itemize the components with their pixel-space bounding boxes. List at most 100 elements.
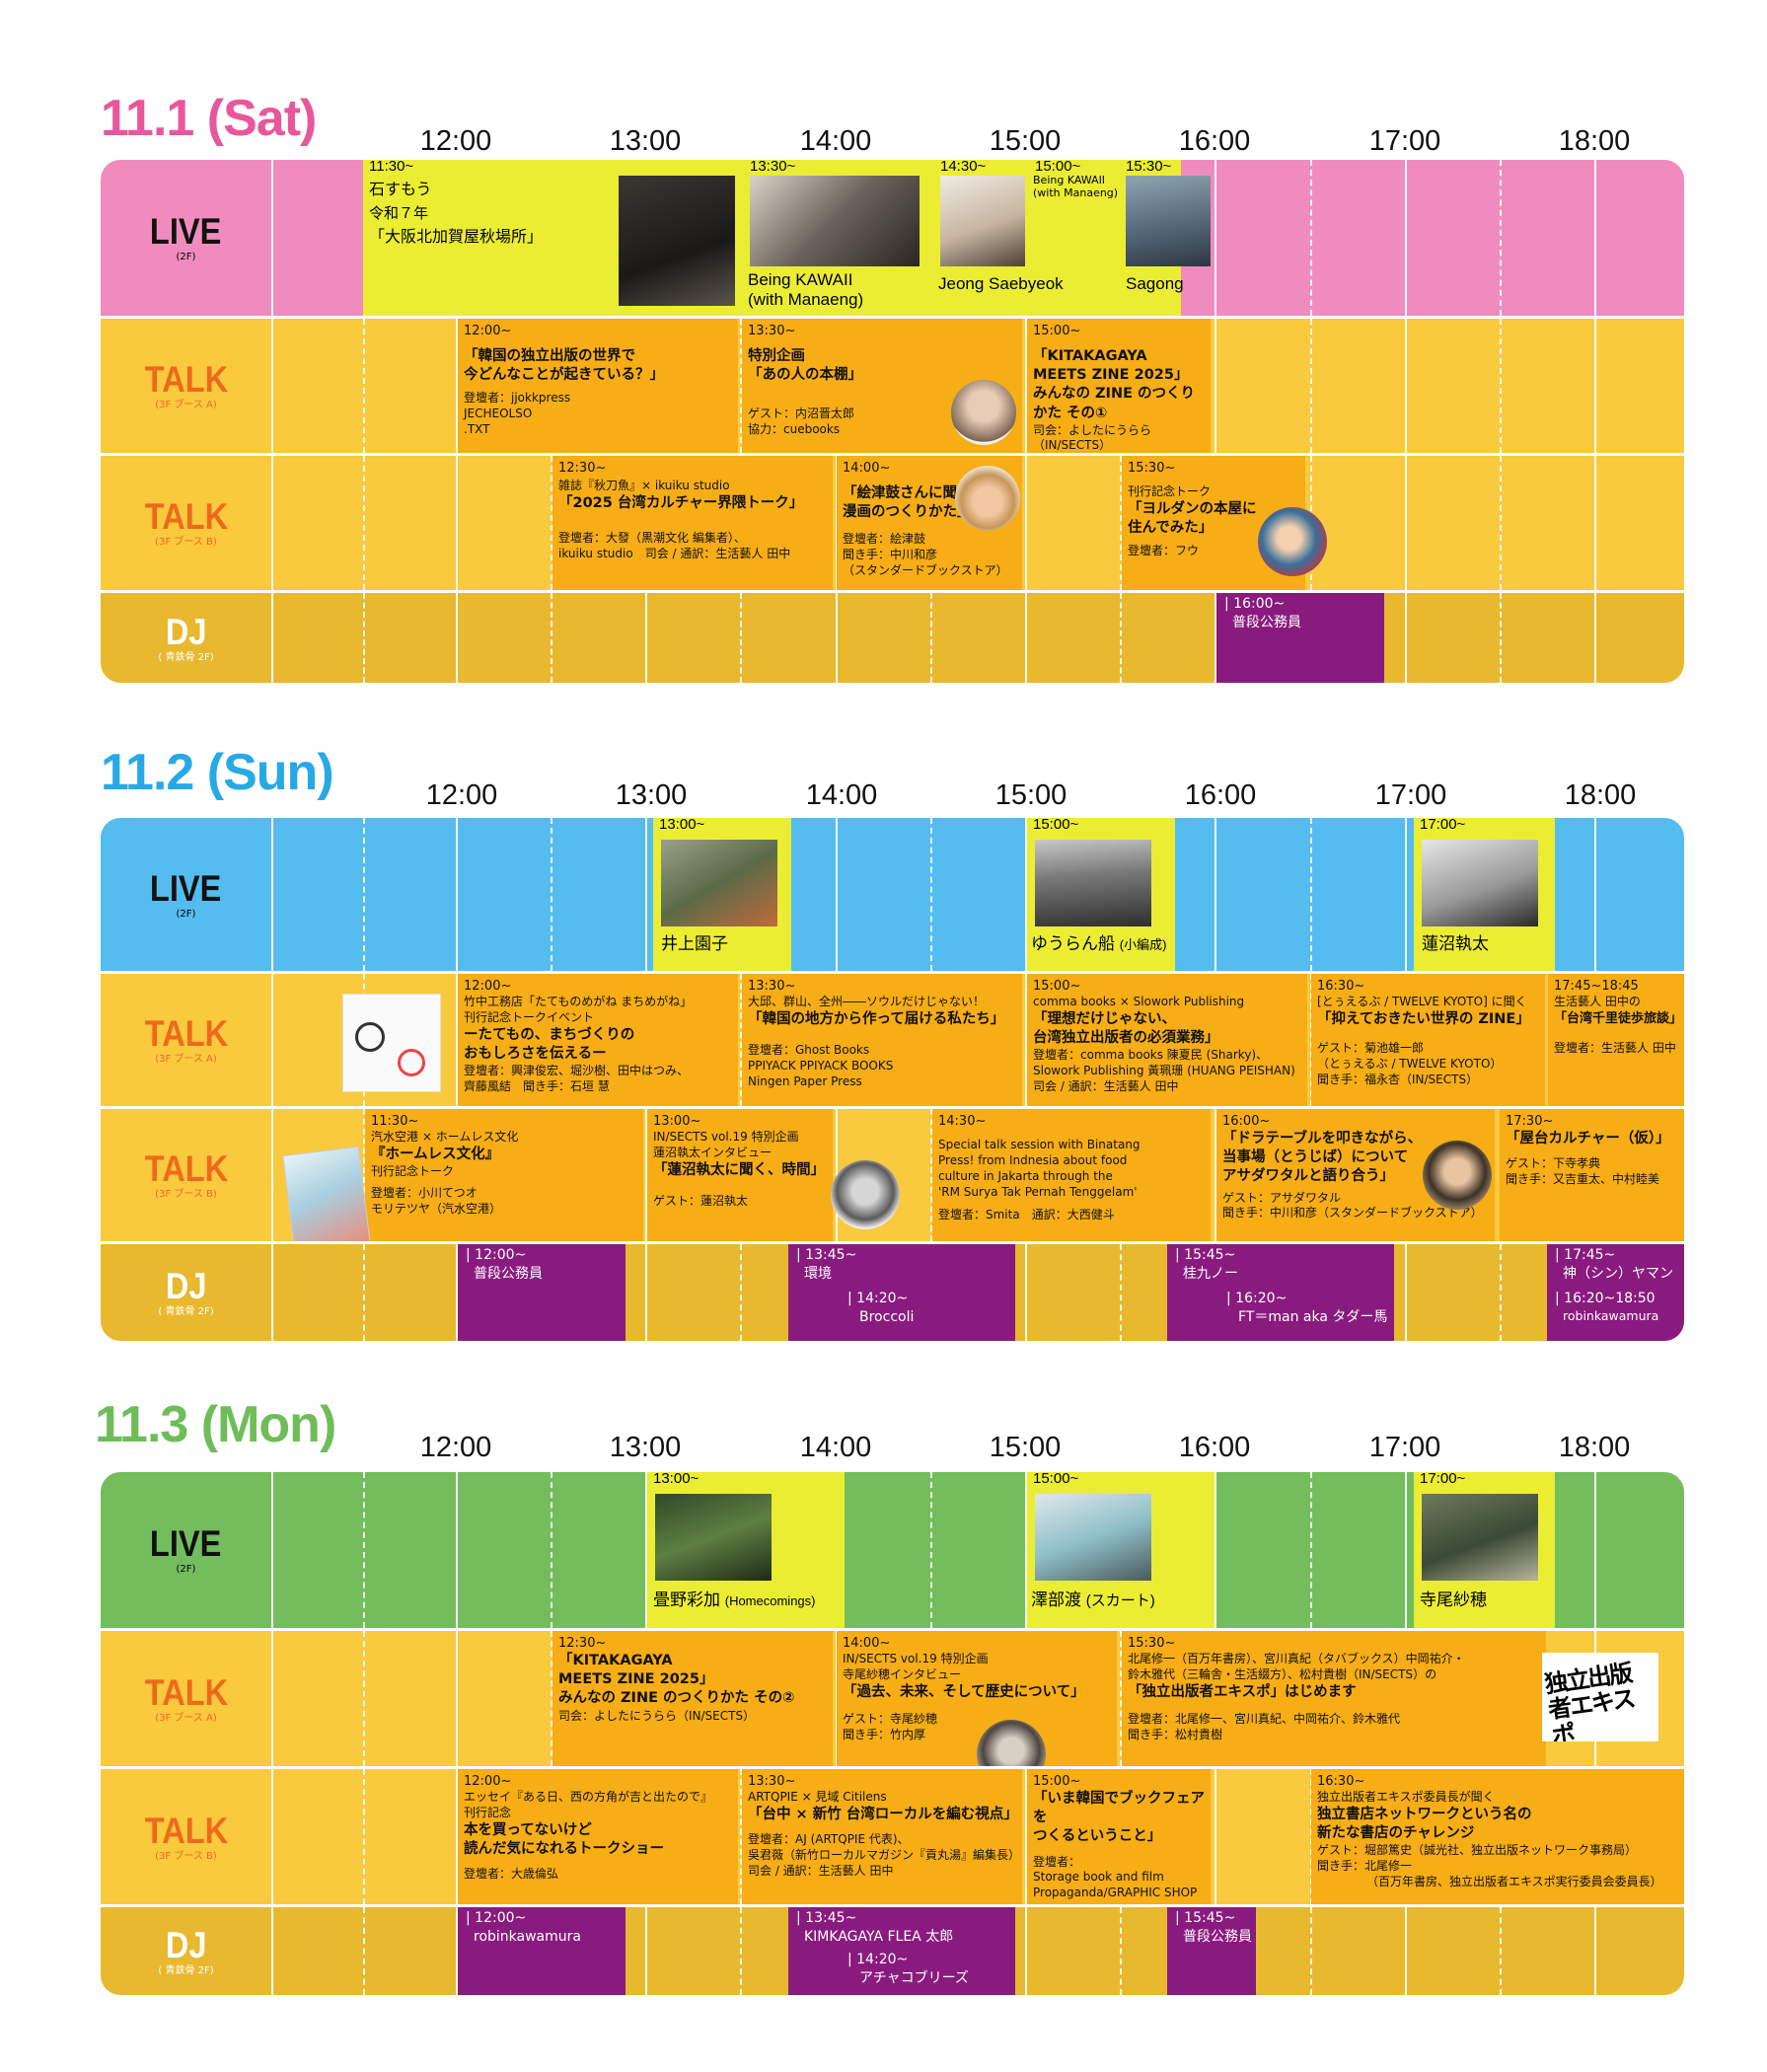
row-label-dj: DJ( 青鉄骨 2F)	[158, 611, 214, 663]
row-label-dj: DJ( 青鉄骨 2F)	[158, 1924, 214, 1976]
row-label-live: LIVE (2F)	[150, 211, 222, 262]
row-label-dj: DJ( 青鉄骨 2F)	[158, 1266, 214, 1317]
day-1-schedule: 11.1 (Sat) 12:00 13:00 14:00 15:00 16:00…	[0, 93, 1767, 744]
row-label-live: LIVE (2F)	[150, 1523, 222, 1575]
hour-label: 14:00	[799, 1432, 872, 1463]
talk-event: 11:30~ 汽水空港 × ホームレス文化 『ホームレス文化』 刊行記念トーク 登壇…	[365, 1109, 643, 1241]
hour-label: 16:00	[1178, 1432, 1251, 1463]
hour-label: 14:00	[799, 125, 872, 157]
talk-event: 12:00~ エッセイ『ある日、西の方角が吉と出たので』 刊行記念 本を買ってないけ…	[458, 1769, 738, 1904]
live-event: 17:00~ 蓮沼執太	[1414, 818, 1555, 971]
dj-row: DJ( 青鉄骨 2F) | 12:00~ 普段公務員 | 13:45~ 環境 | 1…	[101, 1244, 1684, 1341]
row-label-talk-b: TALK (3F ブース B)	[144, 1148, 228, 1200]
live-row: LIVE (2F) 13:00~ 井上園子 15:00~ ゆうらん船 (小編成) …	[101, 818, 1684, 971]
hour-label: 12:00	[419, 1432, 492, 1463]
hour-label: 16:00	[1178, 125, 1251, 157]
expo-logo: 独立出版者エキスポ	[1542, 1653, 1658, 1741]
hour-label: 17:00	[1368, 1432, 1441, 1463]
hour-label: 18:00	[1558, 1432, 1631, 1463]
artist-photo	[1422, 1494, 1538, 1581]
live-row: LIVE (2F) 11:30~ 石すもう 令和７年 「大阪北加賀屋秋場所」 13…	[101, 160, 1684, 316]
hour-label: 13:00	[609, 1432, 682, 1463]
live-event: 13:00~ 井上園子	[653, 818, 791, 971]
talk-event: 16:30~ 独立出版者エキスポ委員長が聞く 独立書店ネットワークという名の 新たな…	[1311, 1769, 1684, 1904]
book-cover	[342, 994, 441, 1092]
talk-event: 15:00~ 「KITAKAGAYA MEETS ZINE 2025」 みんなの Z…	[1027, 319, 1211, 453]
row-label-talk-b: TALK (3F ブース B)	[144, 1810, 228, 1862]
talk-event: 14:00~ 「絵津鼓さんに聞く 漫画のつくりかた」 登壇者：絵津鼓 聞き手：中川和…	[837, 456, 1022, 590]
artist-photo	[655, 1494, 772, 1581]
row-label-talk-a: TALK (3F ブース A)	[144, 1013, 228, 1065]
live-event: 11:30~ 石すもう 令和７年 「大阪北加賀屋秋場所」	[363, 160, 738, 316]
talk-event: 12:00~ 竹中工務店「たてものめがね まちめがね」 刊行記念トークイベント ーた…	[458, 974, 738, 1106]
hour-label: 13:00	[615, 779, 688, 811]
talk-event: 12:30~ 「KITAKAGAYA MEETS ZINE 2025」 みんなの Z…	[552, 1631, 833, 1766]
talk-event: 15:00~ comma books × Slowork Publishing 「…	[1027, 974, 1307, 1106]
live-event: 17:00~ 寺尾紗穂	[1414, 1472, 1555, 1628]
talk-b-row: TALK (3F ブース B) 11:30~ 汽水空港 × ホームレス文化 『ホーム…	[101, 1109, 1684, 1241]
row-label-talk-b: TALK (3F ブース B)	[144, 496, 228, 548]
day-title: 11.1 (Sat)	[101, 90, 317, 147]
band-photo	[750, 176, 920, 266]
hour-label: 18:00	[1558, 125, 1631, 157]
dj-slot: | 15:45~ 桂九ノー | 16:20~ FT＝man aka タダー馬	[1167, 1244, 1394, 1341]
live-event: 15:00~ 澤部渡 (スカート)	[1027, 1472, 1215, 1628]
dj-slot: | 15:45~ 普段公務員	[1167, 1907, 1256, 1995]
artist-photo	[1035, 1494, 1151, 1581]
day-2-schedule: 11.2 (Sun) 12:00 13:00 14:00 15:00 16:00…	[0, 747, 1767, 1398]
talk-event: 15:30~ 北尾修一（百万年書房）、宮川真紀（タバブックス）中岡祐介・ 鈴木雅代…	[1122, 1631, 1546, 1766]
hour-label: 15:00	[989, 125, 1062, 157]
hour-label: 15:00	[989, 1432, 1062, 1463]
sumo-photo	[619, 176, 735, 306]
dj-slot: | 13:45~ KIMKAGAYA FLEA 太郎 | 14:20~ アチャコブリ…	[788, 1907, 1015, 1995]
talk-event: 17:45~18:45 生活藝人 田中の 「台湾千里徒歩旅談」 登壇者：生活藝人 …	[1548, 974, 1684, 1106]
artist-photo	[661, 840, 777, 926]
talk-event: 14:00~ IN/SECTS vol.19 特別企画 寺尾紗穂インタビュー 「過去…	[837, 1631, 1117, 1766]
talk-event: 12:00~ 「韓国の独立出版の世界で 今どんなことが起きている？」 登壇者：jj…	[458, 319, 738, 453]
timetable-grid: LIVE (2F) 13:00~ 井上園子 15:00~ ゆうらん船 (小編成) …	[101, 818, 1684, 1341]
guest-portrait	[831, 1160, 900, 1229]
hour-label: 13:00	[609, 125, 682, 157]
talk-event: 15:00~ 「いま韓国でブックフェアを つくるということ」 登壇者： Storag…	[1027, 1769, 1211, 1904]
talk-a-row: TALK (3F ブース A) 12:00~ 「韓国の独立出版の世界で 今どんなこと…	[101, 319, 1684, 453]
live-event: 13:30~ Being KAWAII (with Manaeng)	[744, 160, 931, 316]
talk-event: 13:30~ 大邱、群山、全州――ソウルだけじゃない！ 「韓国の地方から作って届け…	[742, 974, 1022, 1106]
dj-row: DJ( 青鉄骨 2F) | 12:00~ robinkawamura | 13:4…	[101, 1907, 1684, 1995]
day-title: 11.2 (Sun)	[101, 744, 334, 801]
hour-label: 16:00	[1184, 779, 1257, 811]
talk-event: 12:30~ 雑誌『秋刀魚』× ikuiku studio 「2025 台湾カルチ…	[552, 456, 833, 590]
timetable-grid: LIVE (2F) 13:00~ 畳野彩加 (Homecomings) 15:00…	[101, 1472, 1684, 1995]
talk-event: 17:30~ 「屋台カルチャー（仮）」 ゲスト：下寺孝典 聞き手：又吉重太、中村睦…	[1500, 1109, 1684, 1241]
talk-b-row: TALK (3F ブース B) 12:00~ エッセイ『ある日、西の方角が吉と出た…	[101, 1769, 1684, 1904]
talk-event: 16:30~ [とぅえるぶ / TWELVE KYOTO] に聞く 「抑えておきた…	[1311, 974, 1545, 1106]
row-label-live: LIVE (2F)	[150, 867, 222, 920]
book-cover	[282, 1146, 371, 1241]
dj-slot: | 12:00~ robinkawamura	[458, 1907, 626, 1995]
day-title: 11.3 (Mon)	[95, 1396, 336, 1453]
talk-event: 14:30~ Special talk session with Binatan…	[932, 1109, 1211, 1241]
talk-event: 13:30~ 特別企画 「あの人の本棚」 ゲスト：内沼晋太郎 協力：cuebooks	[742, 319, 1022, 453]
hour-label: 17:00	[1368, 125, 1441, 157]
dj-slot: | 12:00~ 普段公務員	[458, 1244, 626, 1341]
hour-label: 12:00	[419, 125, 492, 157]
day-3-schedule: 11.3 (Mon) 12:00 13:00 14:00 15:00 16:00…	[0, 1399, 1767, 2050]
talk-a-row: TALK (3F ブース A) 12:00~ 竹中工務店「たてものめがね まちめが…	[101, 974, 1684, 1106]
timetable-grid: LIVE (2F) 11:30~ 石すもう 令和７年 「大阪北加賀屋秋場所」 13…	[101, 160, 1684, 683]
live-event: 15:00~ Being KAWAII (with Manaeng)	[1033, 160, 1119, 199]
live-event: 15:30~ Sagong	[1120, 160, 1218, 316]
artist-photo	[1126, 176, 1211, 266]
hour-label: 12:00	[425, 779, 498, 811]
dj-row: DJ( 青鉄骨 2F) | 16:00~ 普段公務員	[101, 593, 1684, 683]
dj-slot: | 13:45~ 環境 | 14:20~ Broccoli	[788, 1244, 1015, 1341]
artist-photo	[940, 176, 1025, 266]
talk-event: 13:00~ IN/SECTS vol.19 特別企画 蓮沼執太インタビュー 「蓮沼…	[647, 1109, 833, 1241]
dj-slot: | 17:45~ 神（シン）ヤマン | 16:20~18:50 robinkawam…	[1547, 1244, 1684, 1341]
guest-portrait	[1423, 1141, 1492, 1210]
talk-event: 13:30~ ARTQPIE × 見域 Citilens 「台中 × 新竹 台湾ロ…	[742, 1769, 1022, 1904]
row-label-talk-a: TALK (3F ブース A)	[144, 1671, 228, 1724]
live-event: 14:30~ Jeong Saebyeok	[938, 160, 1064, 293]
talk-b-row: TALK (3F ブース B) 12:30~ 雑誌『秋刀魚』× ikuiku st…	[101, 456, 1684, 590]
hour-label: 17:00	[1374, 779, 1447, 811]
row-label-talk-a: TALK (3F ブース A)	[144, 359, 228, 410]
live-row: LIVE (2F) 13:00~ 畳野彩加 (Homecomings) 15:00…	[101, 1472, 1684, 1628]
